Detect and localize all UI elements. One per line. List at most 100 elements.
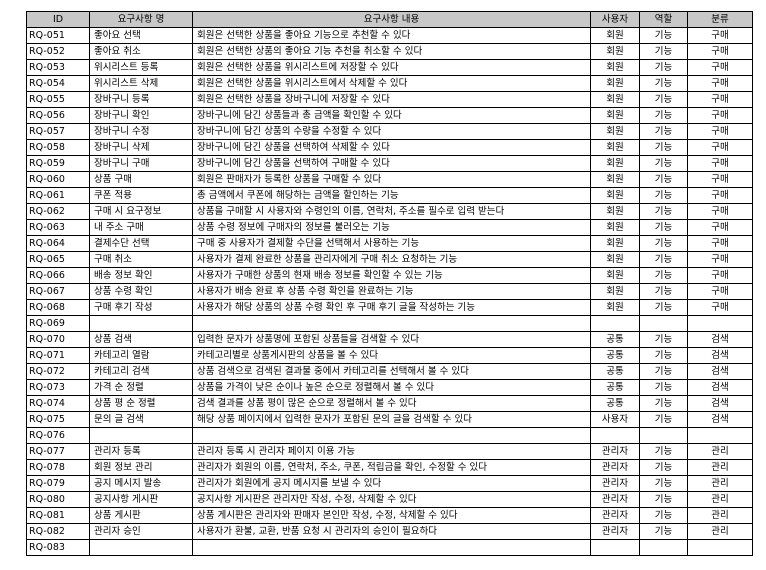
cell-requirement-name: 회원 정보 관리	[89, 459, 193, 476]
cell-id: RQ-054	[26, 75, 90, 92]
cell-requirement-content: 장바구니에 담긴 상품들과 총 금액을 확인할 수 있다	[192, 107, 591, 124]
cell-category: 검색	[687, 395, 753, 412]
table-row: RQ-077 관리자 등록 관리자 등록 시 관리자 페이지 이용 가능 관리자 기능 관…	[26, 443, 753, 460]
cell-id: RQ-077	[26, 443, 90, 460]
cell-role: 기능	[639, 75, 688, 92]
cell-requirement-content: 상품을 가격이 낮은 순이나 높은 순으로 정렬해서 볼 수 있다	[192, 379, 591, 396]
table-row: RQ-069	[26, 315, 753, 332]
cell-requirement-content: 카테고리별로 상품게시판의 상품을 볼 수 있다	[192, 347, 591, 364]
cell-category	[687, 315, 753, 332]
cell-role: 기능	[639, 523, 688, 540]
cell-id: RQ-052	[26, 43, 90, 60]
table-row: RQ-073 가격 순 정렬 상품을 가격이 낮은 순이나 높은 순으로 정렬해서 …	[26, 379, 753, 396]
table-row: RQ-061 쿠폰 적용 총 금액에서 쿠폰에 해당하는 금액을 할인하는 기능 회원…	[26, 187, 753, 204]
cell-requirement-name	[89, 539, 193, 556]
cell-id: RQ-062	[26, 203, 90, 220]
cell-id: RQ-076	[26, 427, 90, 444]
cell-user: 회원	[590, 155, 640, 172]
cell-requirement-content: 관리자 등록 시 관리자 페이지 이용 가능	[192, 443, 591, 460]
table-row: RQ-067 상품 수령 확인 사용자가 배송 완료 후 상품 수령 확인을 완료하…	[26, 283, 753, 300]
cell-role: 기능	[639, 475, 688, 492]
cell-requirement-name: 장바구니 삭제	[89, 139, 193, 156]
cell-role: 기능	[639, 203, 688, 220]
table-row: RQ-060 상품 구매 회원은 판매자가 등록한 상품을 구매할 수 있다 회원 기능…	[26, 171, 753, 188]
cell-id: RQ-066	[26, 267, 90, 284]
cell-category: 구매	[687, 43, 753, 60]
cell-requirement-content: 상품 게시판은 관리자와 판매자 본인만 작성, 수정, 삭제할 수 있다	[192, 507, 591, 524]
cell-id: RQ-055	[26, 91, 90, 108]
table-row: RQ-078 회원 정보 관리 관리자가 회원의 이름, 연락처, 주소, 쿠폰, …	[26, 459, 753, 476]
header-role: 역할	[639, 11, 688, 28]
cell-requirement-name: 좋아요 선택	[89, 27, 193, 44]
cell-user: 회원	[590, 27, 640, 44]
cell-requirement-content: 회원은 선택한 상품을 위시리스트에서 삭제할 수 있다	[192, 75, 591, 92]
cell-user: 회원	[590, 299, 640, 316]
cell-requirement-name: 상품 구매	[89, 171, 193, 188]
cell-role: 기능	[639, 363, 688, 380]
table-row: RQ-080 공지사항 게시판 공지사항 게시판은 관리자만 작성, 수정, 삭제할…	[26, 491, 753, 508]
table-row: RQ-062 구매 시 요구정보 상품을 구매할 시 사용자와 수령인의 이름, 연…	[26, 203, 753, 220]
cell-user: 공통	[590, 331, 640, 348]
cell-requirement-content: 입력한 문자가 상품명에 포함된 상품들을 검색할 수 있다	[192, 331, 591, 348]
cell-id: RQ-065	[26, 251, 90, 268]
cell-role: 기능	[639, 107, 688, 124]
cell-user: 관리자	[590, 491, 640, 508]
cell-requirement-name: 배송 정보 확인	[89, 267, 193, 284]
table-row: RQ-082 관리자 승인 사용자가 환불, 교환, 반품 요청 시 관리자의 승인…	[26, 523, 753, 540]
cell-role: 기능	[639, 187, 688, 204]
cell-category: 관리	[687, 507, 753, 524]
cell-requirement-content: 사용자가 환불, 교환, 반품 요청 시 관리자의 승인이 필요하다	[192, 523, 591, 540]
cell-id: RQ-057	[26, 123, 90, 140]
cell-requirement-content	[192, 539, 591, 556]
cell-requirement-content: 장바구니에 담긴 상품의 수량을 수정할 수 있다	[192, 123, 591, 140]
cell-category: 관리	[687, 459, 753, 476]
cell-category: 검색	[687, 347, 753, 364]
cell-requirement-name	[89, 427, 193, 444]
cell-requirement-content: 상품 수령 정보에 구매자의 정보를 불러오는 기능	[192, 219, 591, 236]
cell-requirement-name: 상품 평 순 정렬	[89, 395, 193, 412]
cell-requirement-name: 상품 게시판	[89, 507, 193, 524]
cell-category: 검색	[687, 363, 753, 380]
cell-id: RQ-081	[26, 507, 90, 524]
header-requirement-content: 요구사항 내용	[192, 11, 591, 28]
cell-role: 기능	[639, 123, 688, 140]
cell-requirement-name: 장바구니 수정	[89, 123, 193, 140]
cell-requirement-name: 위시리스트 삭제	[89, 75, 193, 92]
cell-requirement-content: 사용자가 구매한 상품의 현재 배송 정보를 확인할 수 있는 기능	[192, 267, 591, 284]
cell-category: 관리	[687, 523, 753, 540]
table-row: RQ-076	[26, 427, 753, 444]
cell-user: 관리자	[590, 475, 640, 492]
cell-user: 회원	[590, 235, 640, 252]
cell-category: 구매	[687, 171, 753, 188]
cell-role: 기능	[639, 395, 688, 412]
cell-category: 구매	[687, 59, 753, 76]
table-row: RQ-057 장바구니 수정 장바구니에 담긴 상품의 수량을 수정할 수 있다 회원…	[26, 123, 753, 140]
table-row: RQ-064 결제수단 선택 구매 중 사용자가 결제할 수단을 선택해서 사용하는…	[26, 235, 753, 252]
table-row: RQ-083	[26, 539, 753, 556]
cell-role: 기능	[639, 459, 688, 476]
cell-category: 구매	[687, 299, 753, 316]
cell-id: RQ-068	[26, 299, 90, 316]
cell-requirement-name: 장바구니 등록	[89, 91, 193, 108]
cell-id: RQ-078	[26, 459, 90, 476]
cell-role: 기능	[639, 411, 688, 428]
cell-user: 회원	[590, 59, 640, 76]
cell-role: 기능	[639, 59, 688, 76]
cell-requirement-name: 공지사항 게시판	[89, 491, 193, 508]
cell-category	[687, 427, 753, 444]
cell-requirement-content: 관리자가 회원의 이름, 연락처, 주소, 쿠폰, 적립금을 확인, 수정할 수…	[192, 459, 591, 476]
table-row: RQ-063 내 주소 구매 상품 수령 정보에 구매자의 정보를 불러오는 기능 회…	[26, 219, 753, 236]
cell-requirement-content: 사용자가 결제 완료한 상품을 관리자에게 구매 취소 요청하는 기능	[192, 251, 591, 268]
cell-user: 회원	[590, 283, 640, 300]
cell-category: 구매	[687, 251, 753, 268]
cell-user: 사용자	[590, 411, 640, 428]
cell-user: 회원	[590, 187, 640, 204]
cell-role: 기능	[639, 219, 688, 236]
cell-requirement-content: 장바구니에 담긴 상품을 선택하여 구매할 수 있다	[192, 155, 591, 172]
table-row: RQ-058 장바구니 삭제 장바구니에 담긴 상품을 선택하여 삭제할 수 있다 회…	[26, 139, 753, 156]
cell-category: 구매	[687, 123, 753, 140]
cell-user	[590, 427, 640, 444]
cell-requirement-name: 구매 취소	[89, 251, 193, 268]
cell-requirement-name: 구매 시 요구정보	[89, 203, 193, 220]
table-row: RQ-052 좋아요 취소 회원은 선택한 상품의 좋아요 기능 추천을 취소할 수…	[26, 43, 753, 60]
